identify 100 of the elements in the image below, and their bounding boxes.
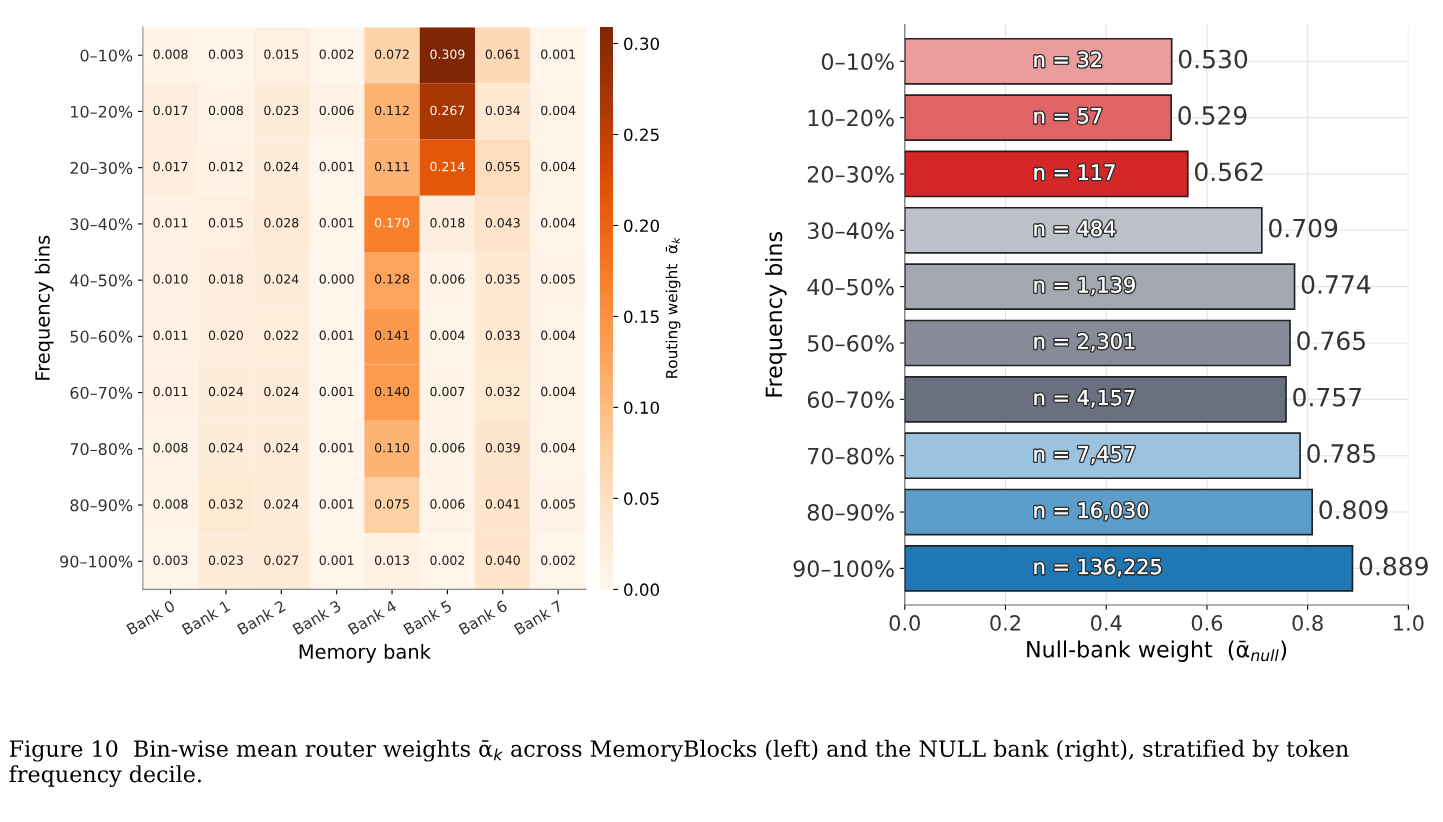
data-label: 0.709 xyxy=(1269,218,1338,238)
data-label: 0.774 xyxy=(1301,275,1371,294)
y-tick-label: 10–20% xyxy=(808,109,894,127)
data-label: 0.018 xyxy=(430,218,465,228)
data-label: 0.008 xyxy=(153,442,188,453)
data-label: 0.024 xyxy=(264,442,299,453)
y-tick-label: 70–80% xyxy=(808,447,894,465)
data-label: 0.005 xyxy=(541,499,575,509)
data-label: 0.072 xyxy=(374,49,409,59)
data-label: 0.015 xyxy=(208,218,243,228)
bar xyxy=(904,319,1291,367)
bar xyxy=(904,150,1189,198)
data-label: 0.043 xyxy=(485,218,520,228)
data-label: 0.005 xyxy=(541,274,575,284)
data-label: 0.002 xyxy=(319,49,354,59)
y-tick-label: 50–60% xyxy=(807,334,894,352)
data-label: 0.785 xyxy=(1307,444,1376,463)
annotation: n = 32 xyxy=(1034,51,1102,68)
data-label: 0.011 xyxy=(153,386,188,397)
data-label: 0.001 xyxy=(319,330,354,340)
y-tick-label: 30–40% xyxy=(70,218,133,231)
data-label: 0.001 xyxy=(319,555,354,565)
data-label: 0.033 xyxy=(485,330,520,340)
data-label: 0.004 xyxy=(541,330,576,340)
data-label: 0.004 xyxy=(541,218,576,228)
data-label: 0.004 xyxy=(541,386,576,397)
y-tick-label: 60–70% xyxy=(70,386,133,399)
annotation: n = 7,457 xyxy=(1034,446,1135,464)
x-tick-label: 1.0 xyxy=(1394,615,1424,631)
x-tick-label: 0.8 xyxy=(1292,615,1323,631)
data-label: 0.004 xyxy=(430,330,465,340)
data-label: 0.020 xyxy=(208,330,243,340)
y-tick-label: 0–10% xyxy=(821,53,894,71)
x-tick-label: 0.0 xyxy=(889,615,920,631)
y-tick-label: 90–100% xyxy=(60,555,133,568)
bar xyxy=(904,375,1287,423)
annotation: n = 117 xyxy=(1034,164,1115,180)
data-label: 0.111 xyxy=(374,161,409,172)
data-label: 0.002 xyxy=(541,555,575,565)
data-label: 0.267 xyxy=(430,105,465,116)
data-label: 0.529 xyxy=(1178,105,1247,125)
data-label: 0.012 xyxy=(208,161,243,172)
data-label: 0.001 xyxy=(319,442,354,453)
color-bar-label: 0.00 xyxy=(624,583,659,596)
data-label: 0.214 xyxy=(430,161,465,172)
y-tick-label: 40–50% xyxy=(807,278,894,296)
y-tick-label: 70–80% xyxy=(70,443,133,456)
data-label: 0.765 xyxy=(1297,331,1365,351)
data-label: 0.001 xyxy=(319,386,354,397)
data-label: 0.757 xyxy=(1293,387,1361,407)
data-label: 0.110 xyxy=(374,442,410,453)
bar xyxy=(904,263,1296,311)
color-bar-label: 0.25 xyxy=(624,128,659,142)
color-bar-label: 0.30 xyxy=(624,37,659,51)
data-label: 0.039 xyxy=(485,442,520,453)
data-label: 0.004 xyxy=(541,442,576,453)
annotation: n = 484 xyxy=(1034,220,1116,237)
y-tick-label: 90–100% xyxy=(793,560,894,578)
y-axis-title: Frequency bins xyxy=(765,232,787,397)
data-label: 0.034 xyxy=(485,105,520,116)
bar xyxy=(904,37,1173,85)
data-label: 0.024 xyxy=(264,499,299,509)
x-axis-title: Null-bank weight (ᾱ$_{null}$) xyxy=(1027,640,1287,662)
data-label: 0.006 xyxy=(319,105,354,116)
annotation: n = 1,139 xyxy=(1034,276,1135,295)
data-label: 0.112 xyxy=(374,105,409,116)
data-label: 0.001 xyxy=(541,49,575,59)
data-label: 0.002 xyxy=(430,555,465,565)
data-label: 0.000 xyxy=(319,274,354,284)
data-label: 0.015 xyxy=(264,49,299,59)
data-label: 0.004 xyxy=(541,161,576,172)
data-label: 0.075 xyxy=(374,499,409,509)
data-label: 0.024 xyxy=(208,442,244,453)
x-tick-label: 0.4 xyxy=(1091,615,1122,631)
data-label: 0.023 xyxy=(264,105,299,116)
data-label: 0.017 xyxy=(153,105,188,116)
y-tick-label: 40–50% xyxy=(70,274,133,287)
data-label: 0.128 xyxy=(374,274,410,284)
data-label: 0.027 xyxy=(264,555,299,565)
data-label: 0.309 xyxy=(430,49,465,59)
data-label: 0.006 xyxy=(430,499,465,509)
data-label: 0.530 xyxy=(1178,49,1248,69)
y-tick-label: 60–70% xyxy=(807,391,894,409)
data-label: 0.008 xyxy=(153,49,188,59)
data-label: 0.011 xyxy=(153,218,188,228)
annotation: n = 16,030 xyxy=(1034,502,1149,521)
data-label: 0.170 xyxy=(374,218,410,228)
color-bar-label: 0.10 xyxy=(624,401,659,414)
data-label: 0.003 xyxy=(153,555,188,565)
bar xyxy=(904,94,1173,141)
data-label: 0.004 xyxy=(541,105,576,116)
text: Figure 10 Bin-wise mean router weights ᾱ$_{k}$ across MemoryBlocks (left) and the NULL bank (right), stratified by token frequency decile. xyxy=(9,739,1349,787)
annotation: n = 136,225 xyxy=(1034,558,1161,577)
data-label: 0.141 xyxy=(374,330,409,340)
data-label: 0.032 xyxy=(485,386,520,397)
data-label: 0.061 xyxy=(485,49,520,59)
y-tick-label: 80–90% xyxy=(70,499,133,512)
data-label: 0.040 xyxy=(485,555,520,565)
x-axis-title: Memory bank xyxy=(299,643,431,663)
y-tick-label: 80–90% xyxy=(807,503,894,521)
